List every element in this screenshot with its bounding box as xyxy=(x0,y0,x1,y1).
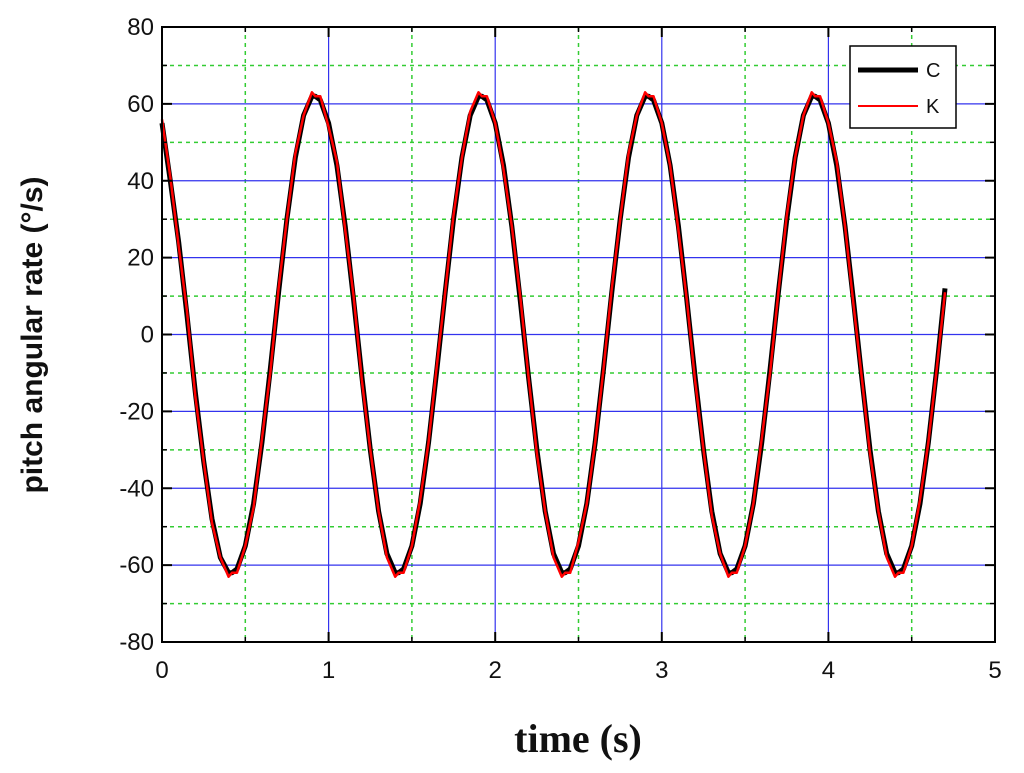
x-tick-label: 0 xyxy=(155,657,168,684)
x-tick-label: 4 xyxy=(822,657,835,684)
y-tick-label: 20 xyxy=(127,245,154,272)
series-line-K xyxy=(160,91,947,578)
y-tick-label: -40 xyxy=(119,475,154,502)
y-axis-label: pitch angular rate (°/s) xyxy=(16,176,49,493)
y-tick-label: 80 xyxy=(127,14,154,41)
legend: CK xyxy=(849,45,957,129)
x-tick-label: 1 xyxy=(322,657,335,684)
grid xyxy=(162,27,995,642)
x-tick-label: 2 xyxy=(489,657,502,684)
legend-box xyxy=(849,45,957,129)
y-tick-label: 40 xyxy=(127,168,154,195)
legend-label-K: K xyxy=(926,96,940,118)
x-tick-label: 3 xyxy=(655,657,668,684)
y-tick-label: -20 xyxy=(119,398,154,425)
x-tick-label: 5 xyxy=(988,657,1001,684)
y-tick-label: 60 xyxy=(127,91,154,118)
legend-label-C: C xyxy=(926,60,940,82)
series-layer xyxy=(159,91,948,578)
y-tick-label: 0 xyxy=(141,322,154,349)
ticks: 0 1 2 3 4 5 -80 -60 -40 -20 0 20 40 60 80 xyxy=(119,14,1001,684)
y-tick-label: -80 xyxy=(119,629,154,656)
x-axis-label: time (s) xyxy=(514,716,642,761)
y-tick-label: -60 xyxy=(119,552,154,579)
